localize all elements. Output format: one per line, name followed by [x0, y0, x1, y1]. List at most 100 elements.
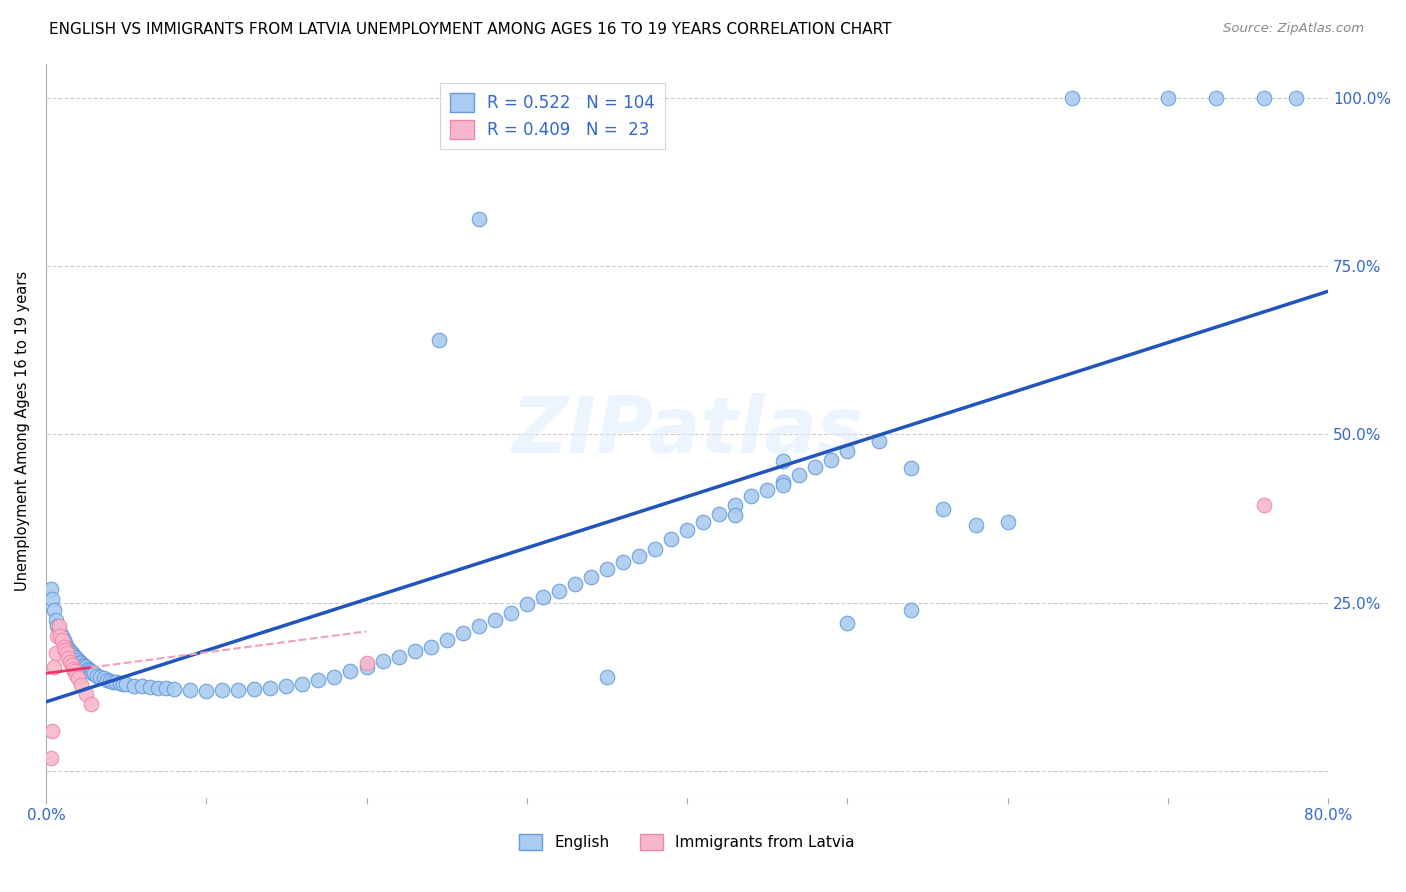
Point [900, 461, 922, 475]
Point [65, 668, 87, 682]
Point [75, 687, 97, 701]
Point [627, 549, 650, 563]
Point [772, 475, 794, 489]
Y-axis label: Unemployment Among Ages 16 to 19 years: Unemployment Among Ages 16 to 19 years [15, 271, 30, 591]
Point [73, 659, 96, 673]
Point [467, 619, 489, 633]
Point [323, 670, 346, 684]
Point [56, 640, 79, 654]
Point [66, 653, 89, 667]
Point [56, 646, 79, 660]
Point [39, 750, 62, 764]
Point [45, 646, 67, 660]
Text: ENGLISH VS IMMIGRANTS FROM LATVIA UNEMPLOYMENT AMONG AGES 16 TO 19 YEARS CORRELA: ENGLISH VS IMMIGRANTS FROM LATVIA UNEMPL… [49, 22, 891, 37]
Point [93, 671, 115, 685]
Text: ZIPatlas: ZIPatlas [510, 393, 863, 469]
Point [103, 674, 125, 689]
Point [226, 682, 249, 697]
Point [724, 508, 747, 523]
Point [820, 453, 842, 467]
Point [211, 683, 233, 698]
Point [451, 626, 474, 640]
Point [547, 583, 569, 598]
Point [41, 592, 63, 607]
Point [837, 444, 859, 458]
Point [195, 684, 218, 698]
Point [419, 640, 441, 654]
Point [579, 570, 602, 584]
Point [740, 489, 762, 503]
Point [65, 651, 87, 665]
Point [62, 662, 84, 676]
Point [83, 666, 105, 681]
Point [46, 630, 69, 644]
Point [339, 665, 361, 679]
Point [76, 662, 98, 676]
Point [53, 643, 76, 657]
Point [105, 675, 128, 690]
Point [787, 467, 810, 482]
Legend: R = 0.522   N = 104, R = 0.409   N =  23: R = 0.522 N = 104, R = 0.409 N = 23 [440, 84, 665, 149]
Point [52, 632, 75, 647]
Point [499, 606, 522, 620]
Point [596, 562, 619, 576]
Point [612, 555, 634, 569]
Point [676, 523, 699, 537]
Point [276, 679, 298, 693]
Point [42, 659, 65, 673]
Point [111, 676, 134, 690]
Point [96, 673, 118, 687]
Point [66, 671, 89, 685]
Point [516, 597, 538, 611]
Point [131, 679, 153, 693]
Point [1253, 498, 1275, 512]
Point [837, 615, 859, 630]
Point [62, 648, 84, 663]
Point [49, 626, 72, 640]
Point [436, 632, 458, 647]
Point [772, 478, 794, 492]
Point [724, 498, 747, 512]
Point [39, 582, 62, 597]
Point [46, 619, 69, 633]
Point [965, 518, 987, 533]
Point [48, 623, 70, 637]
Point [900, 602, 922, 616]
Point [86, 668, 108, 682]
Point [659, 532, 682, 546]
Text: Source: ZipAtlas.com: Source: ZipAtlas.com [1223, 22, 1364, 36]
Point [387, 649, 409, 664]
Point [45, 613, 67, 627]
Point [564, 577, 586, 591]
Point [868, 434, 890, 449]
Point [80, 697, 103, 711]
Point [707, 507, 730, 521]
Point [53, 636, 76, 650]
Point [77, 663, 100, 677]
Point [467, 211, 489, 226]
Point [60, 657, 83, 672]
Point [179, 683, 201, 698]
Point [139, 680, 162, 694]
Point [804, 459, 827, 474]
Point [404, 644, 426, 658]
Point [59, 644, 82, 658]
Point [60, 646, 83, 660]
Point [108, 676, 131, 690]
Point [51, 630, 73, 644]
Point [82, 665, 104, 680]
Point [41, 723, 63, 738]
Point [596, 670, 619, 684]
Point [69, 655, 91, 669]
Point [63, 665, 86, 679]
Point [644, 541, 666, 556]
Point [63, 649, 86, 664]
Point [259, 681, 281, 695]
Point [58, 641, 80, 656]
Point [75, 660, 97, 674]
Point [98, 673, 121, 688]
Point [772, 454, 794, 468]
Point [49, 630, 72, 644]
Point [80, 665, 103, 679]
Point [89, 670, 111, 684]
